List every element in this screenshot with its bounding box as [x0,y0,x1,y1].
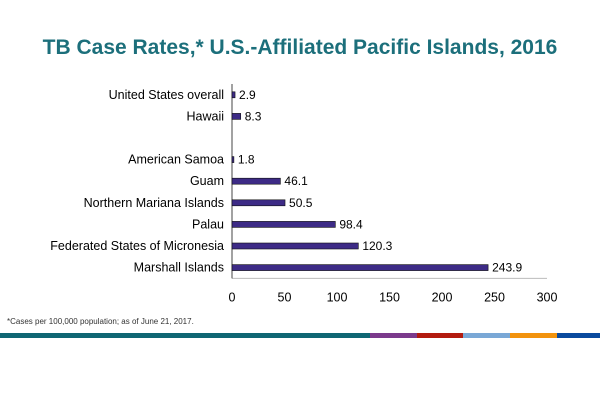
data-label: 243.9 [492,261,522,275]
band-segment [417,333,463,338]
bar [231,91,236,99]
band-segment [0,333,370,338]
category-label: Marshall Islands [134,261,224,275]
category-label: United States overall [109,88,224,102]
data-label: 120.3 [362,239,392,253]
band-segment [557,333,600,338]
bar [231,264,489,271]
category-label: American Samoa [128,153,224,167]
x-tick-label: 150 [379,290,400,304]
category-label: Federated States of Micronesia [50,239,224,253]
bar [231,177,281,185]
footnote: *Cases per 100,000 population; as of Jun… [7,317,194,326]
color-band [0,333,600,338]
bar [231,242,359,250]
x-tick-label: 50 [278,290,292,304]
data-label: 46.1 [284,174,308,188]
category-label: Palau [192,217,224,231]
chart-title: TB Case Rates,* U.S.-Affiliated Pacific … [42,36,558,59]
band-segment [463,333,510,338]
category-label: Hawaii [186,109,224,123]
data-label: 2.9 [239,88,256,102]
bar [231,156,235,163]
data-label: 98.4 [339,217,363,231]
x-tick-label: 200 [432,290,453,304]
bar [231,199,286,207]
category-label: Northern Mariana Islands [84,196,224,210]
data-label: 50.5 [289,196,313,210]
x-tick-label: 100 [327,290,348,304]
data-label: 8.3 [245,109,262,123]
category-label: Guam [190,174,224,188]
data-label: 1.8 [238,153,255,167]
bar [231,113,242,120]
x-tick-label: 300 [537,290,558,304]
band-segment [510,333,557,338]
bar [231,221,336,228]
band-segment [370,333,417,338]
bar-chart: United States overall 2.9 Hawaii 8.3 America… [50,84,558,304]
x-tick-label: 0 [229,290,236,304]
x-tick-label: 250 [484,290,505,304]
